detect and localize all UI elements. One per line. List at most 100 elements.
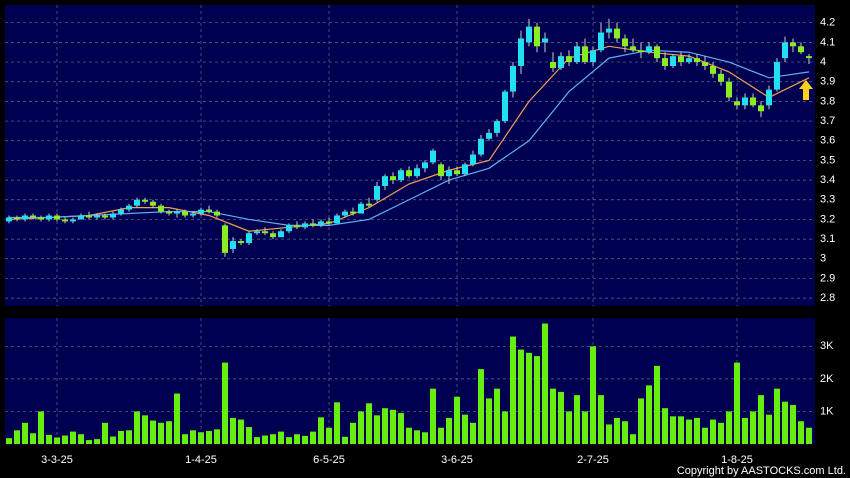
candle-body [470,154,476,165]
candle-body [374,185,380,200]
candle-body [142,199,148,202]
candle-body [134,199,140,206]
volume-bar [598,395,604,444]
volume-bar [86,440,92,444]
volume-bar [198,432,204,444]
candle-body [254,231,260,234]
x-tick-label: 3-3-25 [41,454,73,466]
volume-bar [230,417,236,444]
volume-bar [254,437,260,444]
candle-body [422,162,428,169]
candle-body [790,42,796,47]
candle-body [38,217,44,220]
y-tick-label: 3.6 [820,135,835,147]
volume-bar [638,398,644,444]
candle-body [710,65,716,74]
candle-body [686,58,692,63]
candle-body [262,231,268,234]
candle-body [542,38,548,43]
candle-body [150,201,156,206]
volume-bar [30,433,36,444]
volume-bar [94,439,100,444]
candle-body [518,38,524,66]
candle-body [670,56,676,66]
candle-body [382,176,388,186]
volume-bar [726,411,732,444]
candle-body [318,221,324,226]
volume-bar [158,422,164,444]
candle-body [566,56,572,63]
volume-bar [734,362,740,444]
volume-bar [518,349,524,444]
candle-body [798,46,804,53]
volume-bar [182,434,188,444]
volume-bar [14,430,20,444]
volume-bar [526,352,532,444]
candle-body [694,58,700,63]
candle-body [358,203,364,214]
volume-bar [342,436,348,444]
candle-body [398,170,404,181]
volume-bar [174,393,180,444]
volume-bar [110,436,116,444]
candle-body [646,46,652,53]
signal-arrow [799,80,813,100]
volume-bar [654,365,660,444]
y-tick-label: 3.5 [820,154,835,166]
x-tick-label: 3-6-25 [441,454,473,466]
candle-body [238,241,244,244]
volume-bar [358,411,364,444]
candle-body [158,205,164,212]
candle-body [166,211,172,214]
volume-bar [54,437,60,444]
candle-body [278,231,284,238]
moving-average-line [8,45,810,232]
y-tick-label: 3.2 [820,213,835,225]
volume-bar [590,346,596,444]
volume-bar [670,416,676,444]
candle-body [510,65,516,92]
y-tick-label: 4.2 [820,17,835,29]
candle-body [206,209,212,212]
volume-bar [302,435,308,444]
candle-body [390,176,396,181]
volume-bar [478,369,484,444]
candle-body [286,225,292,232]
moving-average-line [9,49,810,226]
volume-bar [566,411,572,444]
y-tick-label: 3.1 [820,233,835,245]
volume-bar [782,401,788,444]
volume-bar [686,419,692,444]
candle-body [774,62,780,90]
volume-bar [46,434,52,444]
volume-bar [606,424,612,444]
candle-body [606,28,612,33]
volume-bar [310,431,316,444]
volume-bar [630,434,636,444]
volume-bar [406,427,412,444]
y-tick-label: 4.1 [820,36,835,48]
volume-bar [702,427,708,444]
volume-bar [494,388,500,444]
candle-body [302,223,308,228]
candle-body [438,164,444,177]
candle-body [526,26,532,43]
candle-body [574,46,580,63]
volume-bar [270,434,276,444]
volume-bar [118,430,124,444]
candle-body [22,215,28,220]
candle-body [270,233,276,238]
x-tick-label: 1-8-25 [721,454,753,466]
candle-body [534,26,540,47]
volume-bar [558,391,564,444]
volume-bar [326,427,332,444]
candle-body [806,56,812,59]
candle-body [486,132,492,139]
volume-bar [70,431,76,444]
volume-bar [382,408,388,444]
candle-body [182,211,188,216]
x-tick-label: 6-5-25 [313,454,345,466]
volume-bar [798,421,804,444]
volume-bar [742,417,748,444]
volume-bar [662,408,668,444]
